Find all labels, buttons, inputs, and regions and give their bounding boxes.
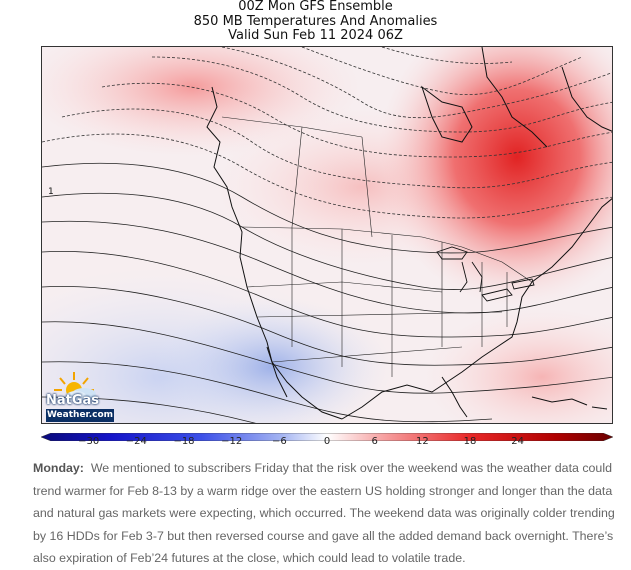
- isotherm-contours: [42, 162, 612, 423]
- commentary-text: We mentioned to subscribers Friday that …: [33, 461, 615, 565]
- commentary-lead: Monday:: [33, 461, 84, 475]
- sun-cloud-icon: [54, 372, 96, 401]
- anomaly-map-svg: 1: [42, 47, 612, 423]
- title-line-3: Valid Sun Feb 11 2024 06Z: [228, 28, 403, 43]
- colorbar-tick-label: 6: [371, 436, 378, 447]
- commentary-paragraph: Monday: We mentioned to subscribers Frid…: [33, 457, 618, 570]
- warm-anomaly-northeast: [377, 47, 612, 307]
- colorbar-tick-label: 18: [463, 436, 477, 447]
- chart-title-block: 00Z Mon GFS Ensemble 850 MB Temperatures…: [0, 0, 631, 44]
- warm-anomaly-atlantic: [422, 307, 612, 423]
- colorbar-tick-label: 12: [415, 436, 429, 447]
- colorbar-tick-label: −18: [173, 436, 195, 447]
- logo-brand: NatGas: [46, 393, 100, 408]
- title-line-1: 00Z Mon GFS Ensemble: [238, 0, 393, 14]
- political-boundaries: [221, 116, 533, 377]
- cold-isotherm-contours: [42, 47, 612, 219]
- colorbar: [40, 426, 614, 442]
- coastlines: [206, 47, 612, 420]
- colorbar-tick-label: −6: [271, 436, 287, 447]
- colorbar-tick-label: −12: [221, 436, 243, 447]
- colorbar-tick-label: −30: [78, 436, 100, 447]
- contour-label: 1: [48, 187, 54, 197]
- colorbar-tick-labels: −30 −24 −18 −12 −6 0 6 12 18 24: [0, 436, 631, 450]
- logo-site: Weather.com: [46, 409, 114, 422]
- anomaly-map: 1: [41, 46, 613, 424]
- title-line-2: 850 MB Temperatures And Anomalies: [193, 13, 438, 29]
- colorbar-tick-label: 0: [323, 436, 331, 447]
- natgas-logo: [44, 370, 116, 420]
- colorbar-tick-label: −24: [125, 436, 147, 447]
- great-lakes: [436, 246, 535, 302]
- colorbar-tick-label: 24: [511, 436, 525, 447]
